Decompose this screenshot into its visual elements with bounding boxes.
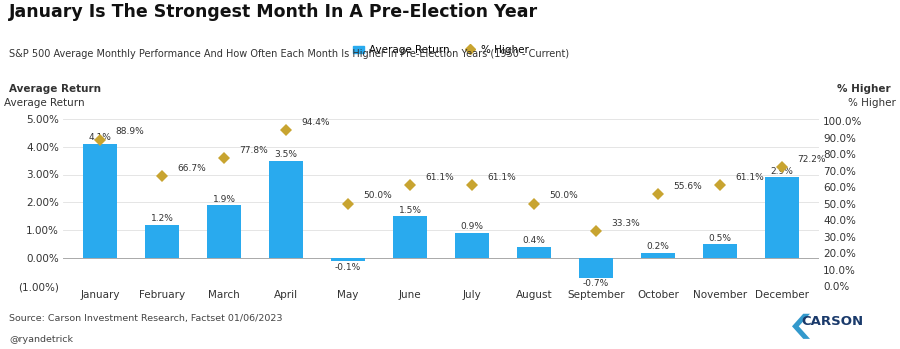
Text: 55.6%: 55.6% [673, 182, 702, 191]
Text: 88.9%: 88.9% [116, 127, 144, 136]
Text: Source: Carson Investment Research, Factset 01/06/2023: Source: Carson Investment Research, Fact… [9, 314, 283, 323]
Text: 61.1%: 61.1% [488, 173, 517, 182]
Bar [393, 216, 428, 258]
Text: Average Return: Average Return [4, 98, 86, 108]
Text: 1.5%: 1.5% [399, 206, 421, 215]
Text: 0.9%: 0.9% [461, 222, 483, 231]
Text: -0.7%: -0.7% [583, 280, 609, 289]
Bar [641, 253, 675, 258]
Bar [207, 205, 241, 258]
Bar [269, 161, 303, 258]
Text: CARSON: CARSON [802, 315, 864, 328]
Text: 1.9%: 1.9% [212, 194, 236, 203]
Text: January Is The Strongest Month In A Pre-Election Year: January Is The Strongest Month In A Pre-… [9, 3, 538, 22]
Text: % Higher: % Higher [837, 84, 891, 94]
Legend: Average Return, % Higher: Average Return, % Higher [349, 41, 533, 59]
Text: 2.9%: 2.9% [770, 166, 793, 176]
Bar [331, 258, 365, 261]
Polygon shape [792, 314, 810, 339]
Text: 66.7%: 66.7% [177, 164, 206, 173]
Text: S&P 500 Average Monthly Performance And How Often Each Month Is Higher In Pre-El: S&P 500 Average Monthly Performance And … [9, 49, 569, 59]
Text: 33.3%: 33.3% [611, 219, 640, 228]
Text: 0.5%: 0.5% [708, 233, 732, 243]
Text: 50.0%: 50.0% [549, 191, 578, 200]
Text: 61.1%: 61.1% [426, 173, 454, 182]
Text: % Higher: % Higher [848, 98, 896, 108]
Text: 0.2%: 0.2% [646, 242, 670, 251]
Text: 77.8%: 77.8% [239, 146, 268, 155]
Bar [454, 233, 489, 258]
Text: 61.1%: 61.1% [735, 173, 764, 182]
Text: 72.2%: 72.2% [797, 155, 826, 164]
Text: 94.4%: 94.4% [302, 118, 330, 127]
Bar [83, 144, 117, 258]
Text: -0.1%: -0.1% [335, 263, 361, 272]
Text: 50.0%: 50.0% [364, 191, 392, 200]
Text: 3.5%: 3.5% [274, 150, 298, 159]
Text: @ryandetrick: @ryandetrick [9, 335, 73, 344]
Text: 4.1%: 4.1% [89, 133, 112, 142]
Bar [765, 177, 799, 258]
Bar [703, 244, 737, 258]
Text: 1.2%: 1.2% [150, 214, 174, 223]
Bar [145, 225, 179, 258]
Text: 0.4%: 0.4% [523, 236, 545, 245]
Text: Average Return: Average Return [9, 84, 101, 94]
Bar [579, 258, 613, 278]
Bar [517, 247, 551, 258]
